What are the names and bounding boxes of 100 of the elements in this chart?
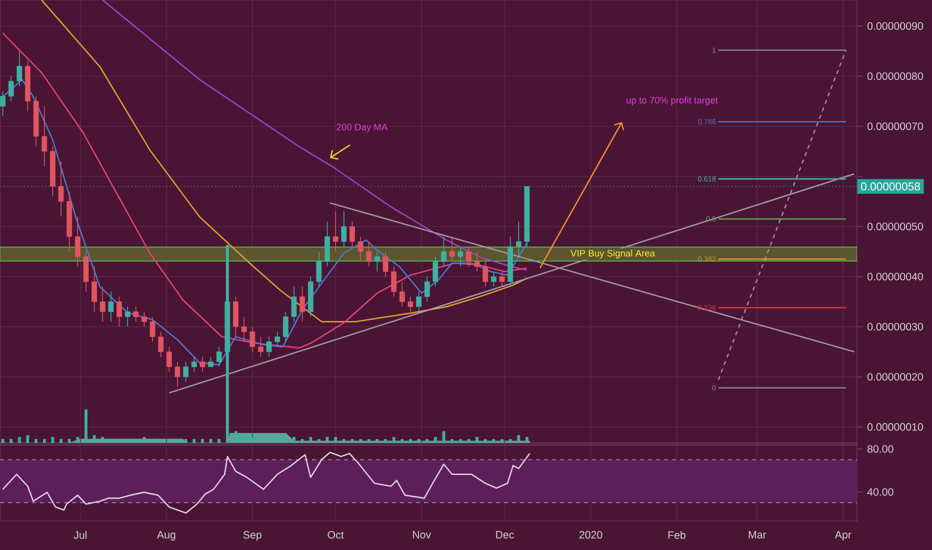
bar (226, 245, 229, 443)
bar (525, 437, 528, 443)
bar (60, 439, 62, 443)
candlestick (58, 160, 64, 217)
candlestick (332, 211, 338, 252)
bar (392, 437, 396, 443)
candlestick (174, 361, 180, 388)
candlestick (92, 266, 97, 312)
candlestick (266, 336, 272, 358)
candlestick (191, 356, 197, 372)
candlestick (133, 306, 139, 322)
x-tick-label: Aug (156, 531, 176, 541)
candlestick (482, 261, 488, 288)
bar (484, 439, 487, 443)
x-tick-label: Oct (328, 531, 344, 539)
candlestick (16, 50, 22, 87)
x-tick-label: 2020 (579, 531, 602, 539)
candlestick (374, 251, 380, 272)
candlestick (341, 211, 347, 247)
candlestick (108, 291, 114, 322)
candlestick (250, 326, 256, 352)
candlestick (366, 241, 372, 267)
y-tick-label: 0.00000010 (867, 423, 923, 431)
bar (192, 439, 196, 443)
bar (250, 437, 254, 443)
bar (359, 439, 362, 443)
bar (51, 437, 54, 443)
candlestick (241, 316, 247, 342)
y-tick-label: 0.00000090 (867, 22, 923, 30)
x-tick-label: Jul (74, 531, 87, 539)
line-series (40, 0, 528, 322)
candlestick (208, 356, 214, 368)
candlestick (350, 221, 355, 247)
bar (500, 439, 504, 443)
y-tick-label: 0.00000080 (867, 72, 923, 80)
candlestick (142, 311, 147, 328)
candlestick (42, 106, 48, 167)
x-tick-label: Nov (412, 531, 432, 538)
x-tick-label: Feb (668, 531, 686, 539)
annotation: 200 Day MA (336, 124, 388, 132)
bar (101, 437, 104, 443)
candlestick (0, 90, 6, 117)
candlestick (358, 236, 364, 262)
bar (10, 439, 13, 443)
candlestick (474, 251, 480, 272)
candlestick (100, 286, 106, 322)
bar (34, 439, 38, 443)
bar (201, 439, 204, 443)
bar (409, 439, 412, 443)
x-tick-label: Dec (496, 531, 514, 538)
bar (76, 437, 80, 443)
candlestick (316, 251, 322, 288)
bar (508, 439, 512, 443)
candlestick (282, 311, 288, 342)
candlestick (432, 256, 438, 288)
candlestick (441, 236, 446, 267)
bar (434, 437, 437, 443)
candlestick (424, 276, 430, 302)
candlestick (458, 246, 464, 267)
candlestick (408, 296, 414, 312)
candlestick (274, 331, 280, 348)
bar (417, 439, 420, 443)
line-series (2, 452, 530, 514)
y-tick-label: 40.00 (867, 488, 894, 496)
candlestick (200, 356, 206, 372)
bar (168, 439, 171, 443)
bar (209, 439, 212, 443)
candlestick (466, 246, 472, 267)
candlestick (166, 346, 172, 372)
candlestick (391, 266, 397, 298)
candlestick (150, 316, 156, 342)
bar (376, 439, 379, 443)
candlestick (516, 221, 522, 257)
bar (218, 439, 221, 443)
candlestick (183, 361, 189, 382)
candlestick (416, 291, 422, 312)
y-tick-label: 0.00000040 (867, 272, 923, 280)
candlestick (399, 281, 405, 308)
y-tick-label: 0.00000030 (867, 322, 923, 331)
bar (450, 439, 454, 443)
bar (400, 439, 404, 443)
x-tick-label: Sep (243, 531, 262, 541)
bar (458, 439, 462, 443)
y-tick-label: 0.00000070 (867, 122, 923, 130)
candlestick (490, 271, 496, 288)
candlestick (124, 306, 130, 328)
ref-line-label: 0.00000058 (861, 182, 920, 190)
bar (476, 437, 479, 443)
bar (334, 437, 338, 443)
candlestick (382, 251, 388, 278)
x-tick-label: Mar (748, 531, 766, 538)
band-label: VIP Buy Signal Area (570, 250, 656, 258)
bar (18, 437, 21, 443)
line-series (102, 0, 528, 271)
y-tick-label: 0.00000020 (867, 373, 923, 381)
bar (84, 409, 88, 443)
y-tick-label: 80.00 (868, 445, 894, 453)
candlestick (449, 236, 455, 262)
bar (42, 439, 46, 443)
candlestick (74, 216, 80, 267)
